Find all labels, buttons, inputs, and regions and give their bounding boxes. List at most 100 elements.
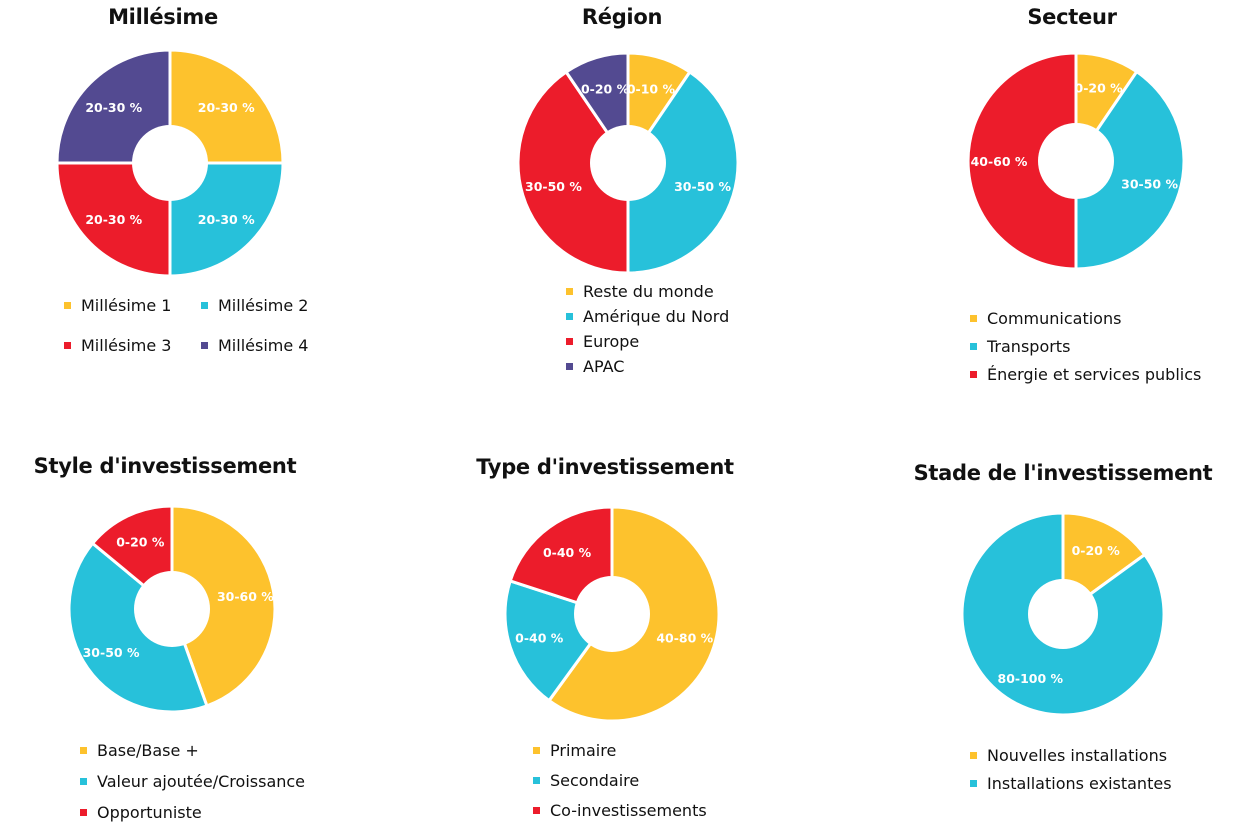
legend-item: Europe: [566, 332, 639, 351]
legend-label: Millésime 1: [81, 296, 172, 315]
legend-label: Reste du monde: [583, 282, 714, 301]
legend-item: Millésime 4: [201, 336, 308, 355]
legend-label: Primaire: [550, 741, 617, 760]
slice-label: 0-20 %: [1075, 80, 1124, 95]
legend-item: Valeur ajoutée/Croissance: [80, 772, 305, 791]
pie-slice: [55, 48, 172, 165]
slice-label: 0-20 %: [1072, 543, 1121, 558]
legend-label: Opportuniste: [97, 803, 202, 822]
legend-item: Co-investissements: [533, 801, 707, 820]
legend-item: Secondaire: [533, 771, 639, 790]
pie-slice: [168, 161, 285, 278]
pie-slice: [516, 69, 630, 275]
legend-item: Primaire: [533, 741, 616, 760]
legend-swatch: [64, 342, 71, 349]
legend-label: Millésime 4: [218, 336, 309, 355]
slice-label: 30-50 %: [1121, 177, 1178, 192]
slice-label: 0-40 %: [543, 545, 592, 560]
legend-label: Nouvelles installations: [987, 746, 1168, 765]
legend-label: Millésime 3: [81, 336, 172, 355]
pie-slice: [170, 504, 277, 708]
slice-label: 20-30 %: [198, 212, 255, 227]
legend-swatch: [970, 371, 977, 378]
legend-item: Millésime 1: [64, 296, 171, 315]
legend-item: APAC: [566, 357, 624, 376]
legend-item: Millésime 3: [64, 336, 171, 355]
slice-label: 30-50 %: [83, 645, 140, 660]
slice-label: 40-60 %: [971, 154, 1028, 169]
legend-swatch: [80, 809, 87, 816]
slice-label: 0-40 %: [515, 631, 564, 646]
donut-chart: 30-60 % 30-50 % 0-20 %: [67, 504, 277, 714]
pie-slice: [55, 161, 172, 278]
donut-hole: [132, 125, 208, 201]
legend-label: Europe: [583, 332, 640, 351]
legend-swatch: [201, 342, 208, 349]
slice-label: 80-100 %: [998, 671, 1064, 686]
pie-slice: [168, 48, 285, 165]
legend-swatch: [80, 778, 87, 785]
legend-swatch: [970, 343, 977, 350]
chart-title: Type d'investissement: [476, 455, 734, 479]
legend-label: Transports: [987, 337, 1071, 356]
chart-title: Secteur: [1027, 5, 1117, 29]
donut-chart: 40-80 % 0-40 % 0-40 %: [503, 505, 721, 723]
donut-hole: [574, 576, 650, 652]
legend-swatch: [566, 313, 573, 320]
legend-label: Millésime 2: [218, 296, 309, 315]
legend-swatch: [80, 747, 87, 754]
legend-swatch: [201, 302, 208, 309]
legend-swatch: [970, 752, 977, 759]
slice-label: 0-10 %: [627, 81, 676, 96]
donut-chart: 0-20 % 30-50 % 40-60 %: [966, 51, 1186, 271]
legend-label: Co-investissements: [550, 801, 707, 820]
slice-label: 30-60 %: [217, 589, 274, 604]
legend-item: Énergie et services publics: [970, 365, 1201, 384]
slice-label: 0-20 %: [581, 81, 630, 96]
legend-label: Énergie et services publics: [987, 365, 1202, 384]
legend-label: Communications: [987, 309, 1122, 328]
donut-hole: [134, 571, 210, 647]
donut-hole: [590, 125, 666, 201]
legend-swatch: [566, 363, 573, 370]
legend-item: Installations existantes: [970, 774, 1172, 793]
legend-item: Amérique du Nord: [566, 307, 729, 326]
slice-label: 40-80 %: [656, 631, 713, 646]
legend-item: Communications: [970, 309, 1121, 328]
legend-swatch: [533, 807, 540, 814]
pie-slice: [966, 51, 1078, 271]
legend-swatch: [64, 302, 71, 309]
legend-label: Valeur ajoutée/Croissance: [97, 772, 306, 791]
legend-swatch: [533, 777, 540, 784]
donut-chart: 0-10 % 30-50 % 30-50 % 0-20 %: [516, 51, 740, 275]
legend-label: Amérique du Nord: [583, 307, 730, 326]
pie-slice: [67, 541, 209, 714]
legend-swatch: [970, 780, 977, 787]
legend-label: APAC: [583, 357, 625, 376]
chart-title: Région: [581, 5, 663, 29]
pie-slice: [626, 69, 740, 275]
pie-slice: [1074, 69, 1186, 271]
legend-item: Nouvelles installations: [970, 746, 1167, 765]
chart-title: Millésime: [108, 5, 218, 29]
slice-label: 30-50 %: [525, 179, 582, 194]
donut-hole: [1028, 579, 1098, 649]
legend-swatch: [566, 338, 573, 345]
legend-swatch: [566, 288, 573, 295]
slice-label: 20-30 %: [85, 212, 142, 227]
chart-title: Style d'investissement: [33, 454, 297, 478]
legend-item: Millésime 2: [201, 296, 308, 315]
slice-label: 0-20 %: [116, 535, 165, 550]
legend-item: Opportuniste: [80, 803, 202, 822]
legend-label: Base/Base +: [97, 741, 199, 760]
slice-label: 30-50 %: [674, 179, 731, 194]
donut-chart: 20-30 % 20-30 % 20-30 % 20-30 %: [55, 48, 285, 278]
slice-label: 20-30 %: [85, 100, 142, 115]
legend-swatch: [533, 747, 540, 754]
legend-item: Base/Base +: [80, 741, 199, 760]
legend-item: Reste du monde: [566, 282, 714, 301]
legend-item: Transports: [970, 337, 1070, 356]
legend-label: Secondaire: [550, 771, 640, 790]
legend-swatch: [970, 315, 977, 322]
donut-hole: [1038, 123, 1114, 199]
